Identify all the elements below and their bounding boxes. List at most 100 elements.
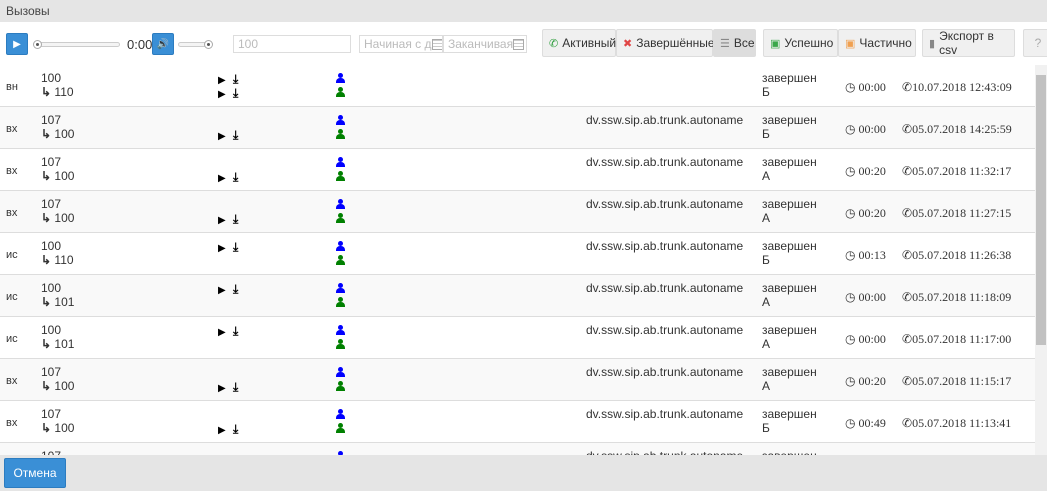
call-row[interactable]: вх 107 ↳ 100 ▶ ⤓ dv.ssw.sip.ab.trunk.aut… [0,149,1035,191]
download-icon[interactable]: ⤓ [233,282,239,296]
filter-success-button[interactable]: ▣ Успешно [763,29,838,57]
volume-icon: 🔊 [156,38,170,50]
call-row[interactable]: ис 100 ↳ 101 ▶ ⤓ dv.ssw.sip.ab.trunk.aut… [0,317,1035,359]
download-icon[interactable]: ⤓ [233,212,239,226]
play-recording-icon[interactable]: ▶ [218,327,226,338]
caller-user-icon [336,325,345,335]
scrollbar[interactable] [1035,65,1047,455]
duration-value: 00:00 [858,122,886,136]
caller-user-icon [336,451,344,455]
call-row[interactable]: вн 100 ↳ 110 ▶ ⤓ ▶ ⤓ завершен Б ◷ 00:00 ✆… [0,65,1035,107]
volume-knob[interactable] [204,40,213,49]
call-row[interactable]: вх 107 ↳ 100 ▶ ⤓ dv.ssw.sip.ab.trunk.aut… [0,107,1035,149]
download-icon[interactable]: ⤓ [233,422,239,436]
call-row[interactable]: ис 100 ↳ 110 ▶ ⤓ dv.ssw.sip.ab.trunk.aut… [0,233,1035,275]
call-row[interactable]: ис 100 ↳ 101 ▶ ⤓ dv.ssw.sip.ab.trunk.aut… [0,275,1035,317]
play-recording-icon[interactable]: ▶ [218,173,226,184]
play-recording-icon[interactable]: ▶ [218,215,226,226]
call-datetime: ✆05.07.2018 11:15:17 [902,374,1011,388]
phone-icon: ✆ [902,248,913,262]
play-recording-icon[interactable]: ▶ [218,243,226,254]
caller-number: 107 [41,113,62,127]
trunk-name: dv.ssw.sip.ab.trunk.autoname [586,113,744,127]
filter-finished-label: Завершённые [636,36,715,50]
clock-icon: ◷ [845,164,856,178]
call-status-side: Б [762,127,770,141]
redirect-arrow-icon: ↳ [41,295,52,309]
lock-icon: ▣ [845,37,856,50]
play-recording-icon[interactable]: ▶ [218,131,226,142]
recording-controls: ▶ ⤓ [218,282,238,298]
play-recording-icon[interactable]: ▶ [218,89,226,100]
cancel-button[interactable]: Отмена [4,458,66,488]
call-row[interactable]: вх 107 ↳ 100 ▶ ⤓ dv.ssw.sip.ab.trunk.aut… [0,191,1035,233]
download-icon[interactable]: ⤓ [233,380,239,394]
datetime-value: 05.07.2018 11:13:41 [912,416,1012,430]
volume-button[interactable]: 🔊 [152,33,174,55]
download-icon[interactable]: ⤓ [233,86,239,100]
download-icon[interactable]: ⤓ [233,240,239,254]
scrollbar-thumb[interactable] [1036,75,1046,345]
callee-number: 100 [54,421,75,435]
play-recording-icon[interactable]: ▶ [218,425,226,436]
download-icon[interactable]: ⤓ [233,72,239,86]
download-icon[interactable]: ⤓ [233,128,239,142]
call-status-side: А [762,295,771,309]
trunk-name: dv.ssw.sip.ab.trunk.autoname [586,449,743,455]
trunk-name: dv.ssw.sip.ab.trunk.autoname [586,365,744,379]
caller-user-icon [336,283,345,293]
progress-knob[interactable] [33,40,42,49]
datetime-value: 05.07.2018 11:26:38 [912,248,1012,262]
download-icon[interactable]: ⤓ [233,324,239,338]
play-recording-icon[interactable]: ▶ [218,285,226,296]
recording-controls: ▶ ⤓ [218,128,238,144]
number-filter-input[interactable]: 100 [233,35,351,53]
help-button[interactable]: ? [1023,29,1047,57]
caller-number: 107 [41,449,61,455]
date-to-input[interactable]: Заканчивая [443,35,527,53]
play-recording-icon[interactable]: ▶ [218,75,226,86]
date-from-placeholder: Начиная с д [364,37,432,51]
play-button[interactable]: ▶ [6,33,28,55]
toolbar: ▶ 0:00 🔊 100 Начиная с д Заканчивая ✆ Акт… [0,29,1047,59]
callee-user-icon [336,381,345,391]
clock-icon: ◷ [845,374,856,388]
redirect-arrow-icon: ↳ [41,421,52,435]
caller-number: 107 [41,197,62,211]
call-row[interactable]: вх 107 ↳ 100 ▶ ⤓ dv.ssw.sip.ab.trunk.aut… [0,401,1035,443]
phone-icon: ✆ [902,374,913,388]
calendar-icon[interactable] [513,38,525,50]
player-time: 0:00 [127,37,153,52]
play-recording-icon[interactable]: ▶ [218,383,226,394]
filter-finished-button[interactable]: ✖ Завершённые [616,29,715,57]
filter-all-label: Все [733,36,755,50]
callee-user-icon [336,129,345,139]
filter-all-button[interactable]: ☰ Все [713,29,756,57]
call-status: завершен [762,365,817,379]
filter-partial-button[interactable]: ▣ Частично [838,29,916,57]
progress-slider[interactable] [34,42,120,47]
filter-active-button[interactable]: ✆ Активный [542,29,616,57]
caller-number: 107 [41,407,62,421]
redirect-arrow-icon: ↳ [41,379,52,393]
date-from-input[interactable]: Начиная с д [359,35,443,53]
call-status: завершен [762,113,817,127]
calendar-icon[interactable] [431,38,442,50]
clock-icon: ◷ [845,206,856,220]
duration-value: 00:00 [858,332,886,346]
recording-controls: ▶ ⤓ [218,72,238,88]
datetime-value: 05.07.2018 11:18:09 [912,290,1012,304]
call-direction: вх [6,417,18,429]
call-row[interactable]: вх 107 ↳ 100 ▶ ⤓ dv.ssw.sip.ab.trunk.aut… [0,359,1035,401]
download-icon[interactable]: ⤓ [233,170,239,184]
list-icon: ☰ [720,37,730,50]
call-row[interactable]: вх 107 ↳ 100 ▶ ⤓ dv.ssw.sip.ab.trunk.aut… [0,443,1035,455]
call-direction: вх [6,123,18,135]
duration: ◷ 00:49 [845,416,886,430]
window-title: Вызовы [0,0,1047,22]
caller-number: 100 [41,71,62,85]
callee-number: 100 [54,211,75,225]
duration-value: 00:20 [858,206,886,220]
export-csv-button[interactable]: ▮ Экспорт в csv [922,29,1015,57]
callee: ↳ 110 [41,253,74,267]
